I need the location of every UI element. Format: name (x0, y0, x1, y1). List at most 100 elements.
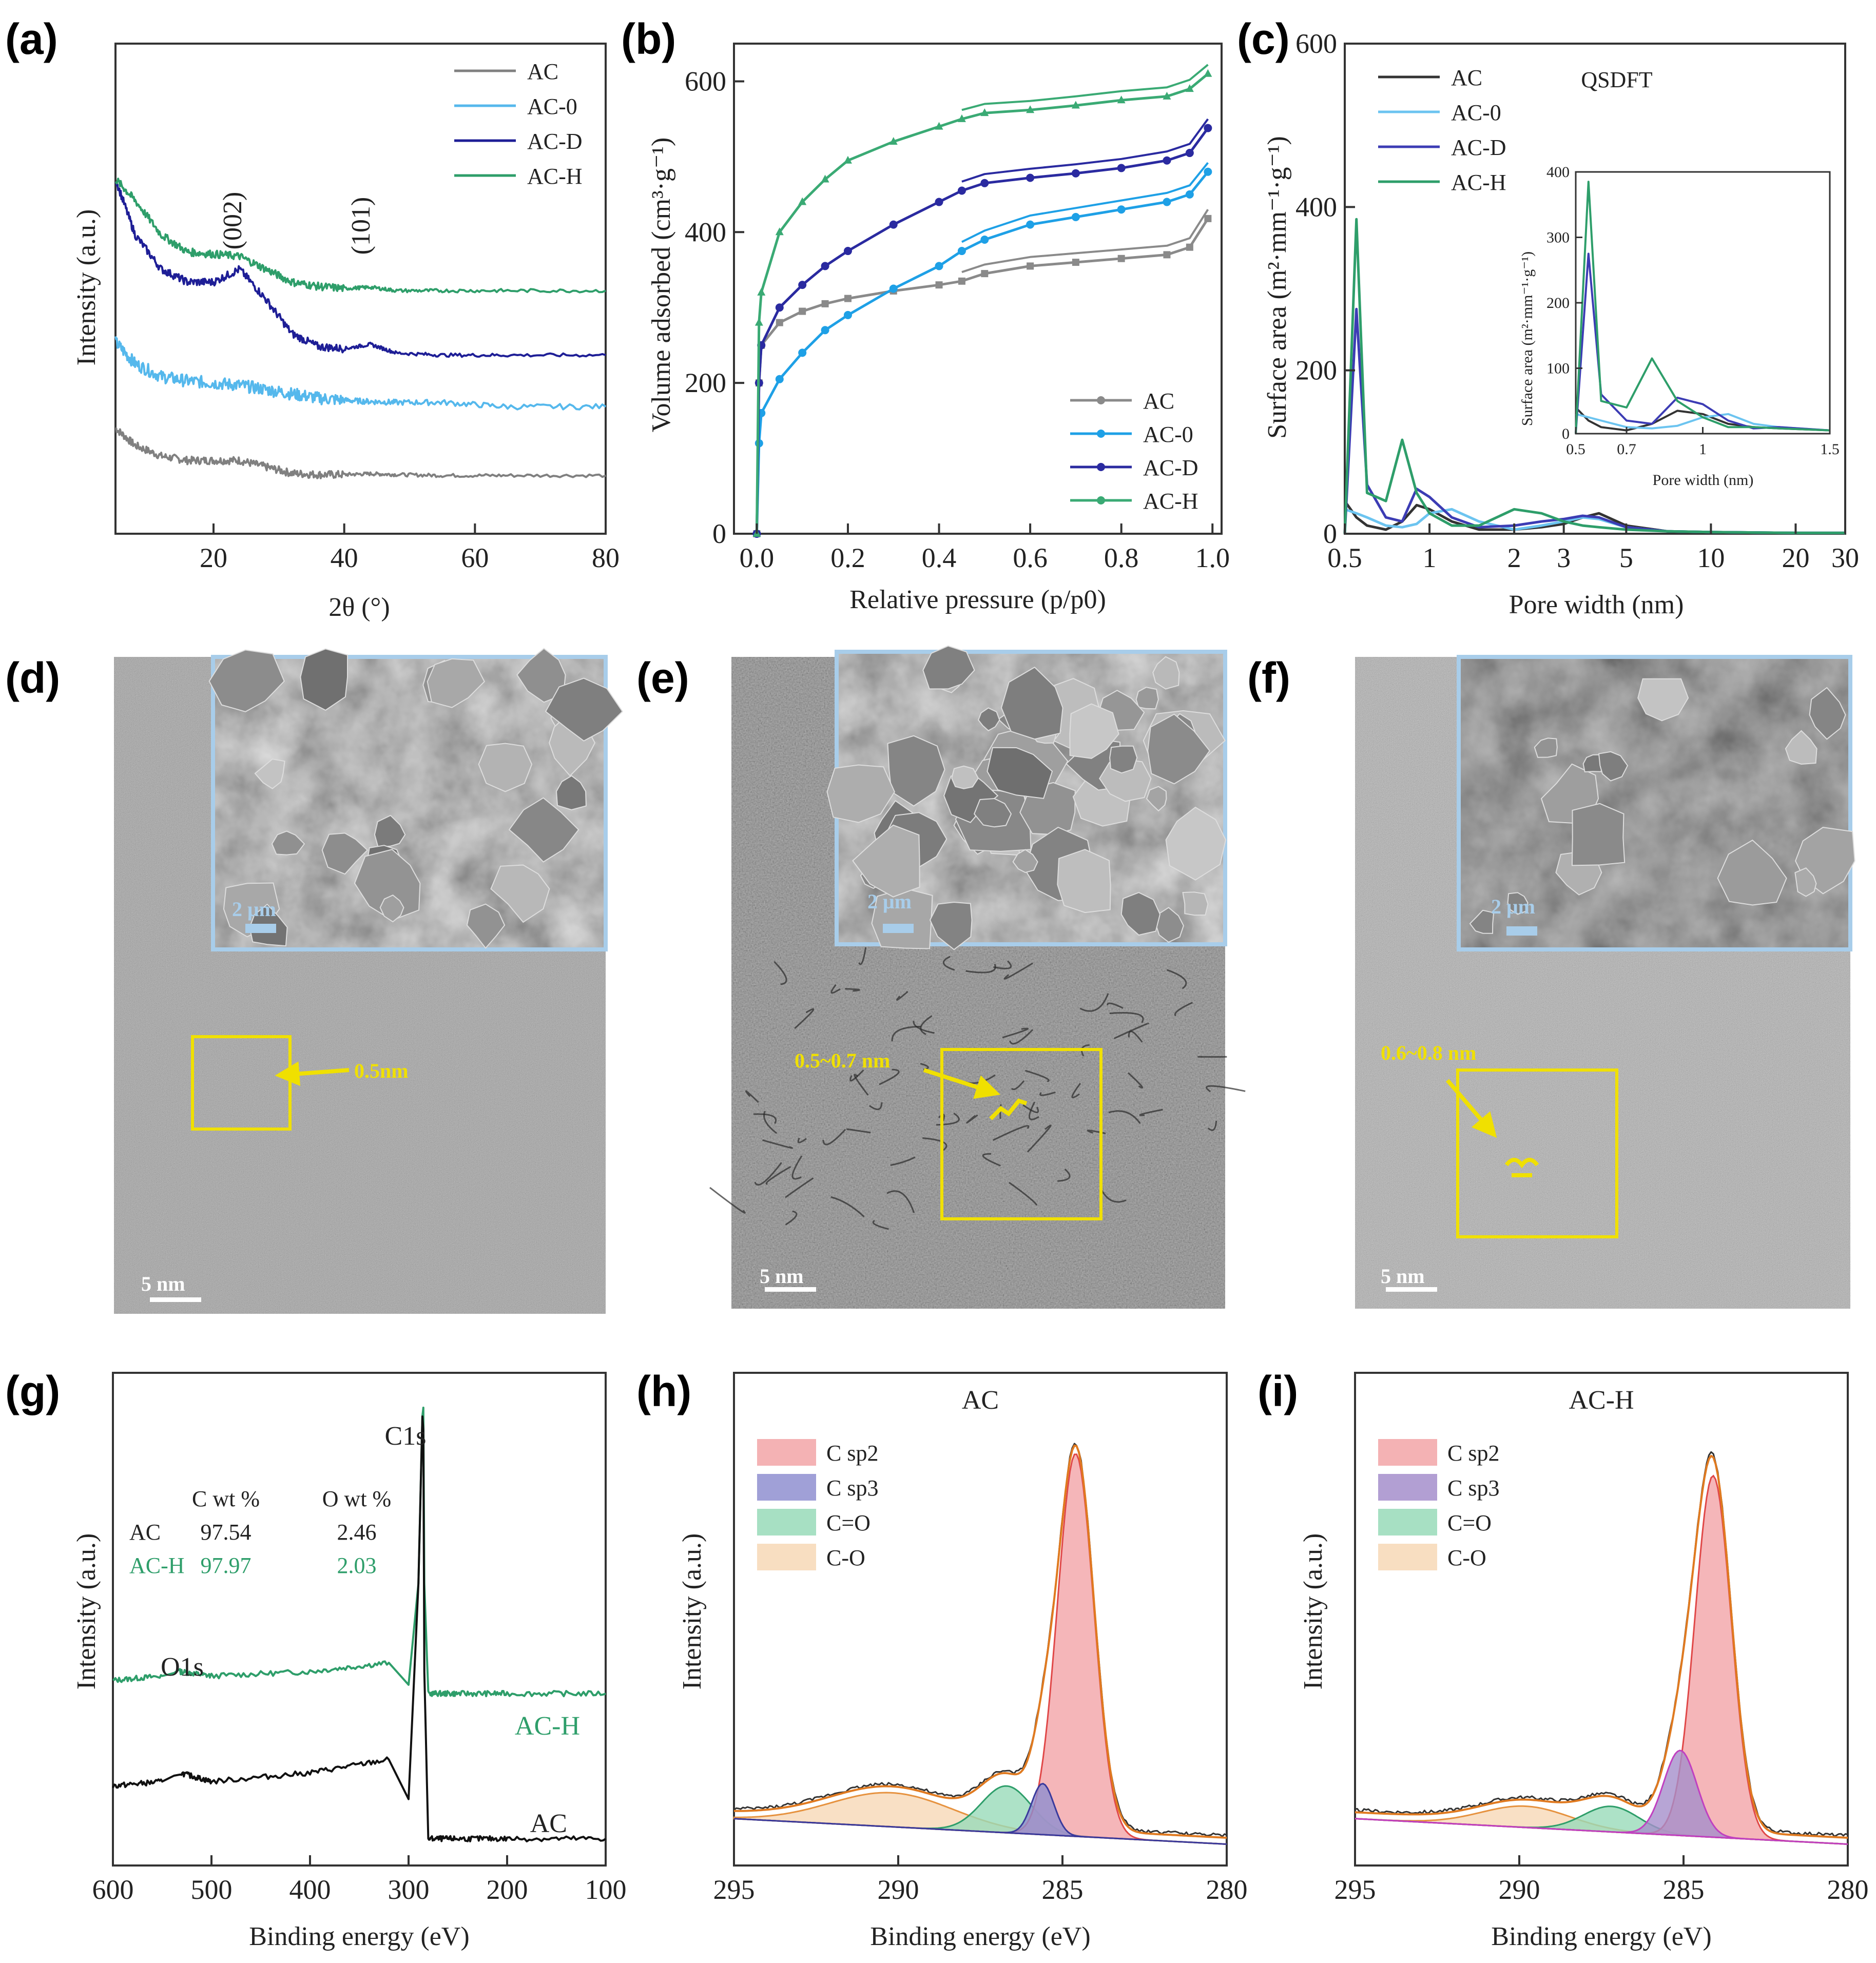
tem-scalebar-d (150, 1297, 201, 1302)
xtick-label-c-5: 10 (1697, 542, 1725, 573)
legend-b-marker-0 (1097, 396, 1105, 404)
panel-b: (b) 0.0 0.2 0.4 0.6 0.8 1.0 0 200 400 600 Relativ… (621, 15, 1230, 614)
tem-fringe (1002, 1027, 1029, 1039)
plot-frame-h (733, 1372, 1228, 1867)
point-AC-H-8 (935, 122, 943, 130)
tem-fringe (846, 1128, 871, 1134)
point-AC-D-7 (889, 220, 898, 229)
plot-frame-b (733, 43, 1223, 535)
xtick-label-a-0: 20 (200, 542, 227, 573)
component-C sp3 (733, 1782, 1227, 1845)
tem-fringe (890, 1156, 916, 1166)
xtick-label-h-1: 290 (878, 1874, 919, 1905)
sem-particle (271, 830, 305, 856)
tem-fringe (785, 1210, 798, 1226)
legend-h-label-1: C sp3 (826, 1475, 878, 1501)
point-AC-0-15 (1185, 190, 1194, 199)
panel-f: (f) 2 μm 0.6~0.8 nm 5 nm (1247, 654, 1855, 1309)
sem-particle (1000, 666, 1063, 740)
point-AC-11 (1027, 262, 1034, 270)
tem-fringe (1022, 1104, 1039, 1113)
sem-particle (1069, 703, 1119, 759)
sem-particle (1794, 867, 1817, 897)
series-group-h (733, 1443, 1227, 1845)
sem-particle (374, 814, 406, 848)
legend-b: AC AC-0 AC-D AC-H (1070, 388, 1198, 514)
point-AC-16 (1204, 215, 1212, 222)
title-i: AC-H (1569, 1386, 1634, 1415)
point-AC-0-10 (980, 236, 989, 244)
tem-fringe (849, 1070, 864, 1082)
sem-scale-label-f: 2 μm (1491, 895, 1535, 918)
point-AC-0-16 (1204, 167, 1212, 176)
series-group-a (114, 178, 607, 479)
inset-xtick-label-2: 1 (1699, 441, 1707, 458)
sem-scalebar-f (1506, 926, 1537, 936)
inset-xtick-label-0: 0.5 (1566, 441, 1585, 458)
sem-particle (887, 735, 945, 807)
tem-fringe (773, 961, 787, 985)
sem-particle (490, 864, 550, 923)
ytick-label-c-0: 0 (1323, 518, 1337, 549)
tem-fringe (763, 1111, 778, 1134)
tem-fringe (1057, 1169, 1071, 1182)
table-row-ach-c: 97.97 (201, 1553, 252, 1578)
point-AC-H-4 (798, 197, 807, 205)
plot-frame-a (114, 43, 607, 535)
xtick-label-c-2: 2 (1507, 542, 1521, 573)
ylabel-b: Volume adsorbed (cm³·g⁻¹) (647, 138, 676, 433)
series-line-AC-D (114, 181, 606, 358)
legend-i: C sp2 C sp3 C=O C-O (1378, 1439, 1499, 1570)
panel-h: (h) 295 290 285 280 AC Binding energy (eV) … (636, 1367, 1248, 1951)
tem-fringe (822, 1129, 846, 1145)
sem-particle (1507, 892, 1529, 915)
table-row-ac-c: 97.54 (201, 1520, 252, 1545)
legend-h-swatch-1 (757, 1474, 816, 1501)
sem-particle (555, 775, 587, 810)
tem-fringe (858, 947, 867, 965)
tem-fringe (872, 1220, 889, 1230)
xtick-label-c-3: 3 (1557, 542, 1571, 573)
sem-particle (978, 707, 1000, 732)
raw-data-line (1355, 1451, 1848, 1837)
xtick-label-i-2: 285 (1663, 1874, 1705, 1905)
sem-particles-e (826, 645, 1227, 950)
xtick-label-g-2: 400 (289, 1874, 331, 1905)
legend-a-label-3: AC-H (527, 164, 583, 189)
ytick-label-b-3: 600 (685, 66, 726, 96)
point-AC-H-1 (755, 318, 763, 326)
tem-scalebar-e (765, 1287, 816, 1292)
point-AC-D-15 (1185, 149, 1194, 158)
inset-frame-c (1575, 171, 1831, 435)
peak-label-002: (002) (218, 192, 247, 250)
tem-fringe (1024, 1070, 1050, 1082)
sem-particle (1147, 713, 1210, 785)
tem-fringe (745, 1090, 759, 1103)
component-C sp3 (1355, 1750, 1848, 1845)
sem-particle (973, 798, 1012, 828)
tem-fringe (943, 956, 955, 971)
tem-fringe (753, 1113, 777, 1124)
tem-fringe (913, 1020, 935, 1034)
tem-scalebar-f (1386, 1287, 1437, 1292)
sem-particle (1469, 909, 1495, 934)
legend-c-label-2: AC-D (1451, 135, 1506, 160)
sem-particle (300, 648, 348, 711)
sem-scale-label-e: 2 μm (867, 890, 912, 913)
inset-line-AC-H (1575, 181, 1830, 434)
tem-fringe (1028, 1101, 1039, 1120)
sem-particle (545, 677, 623, 742)
series-line-AC (112, 1415, 607, 1842)
point-AC-D-13 (1117, 164, 1126, 172)
inset-xtick-label-3: 1.5 (1820, 441, 1840, 458)
sem-particle (871, 888, 933, 949)
tem-fringe (1107, 1002, 1124, 1009)
table-header-c: C wt % (192, 1486, 260, 1511)
ytick-label-c-2: 400 (1295, 191, 1337, 222)
sem-particle (254, 759, 285, 789)
xlabel-b: Relative pressure (p/p0) (849, 585, 1106, 614)
sem-particle (1109, 745, 1138, 774)
sem-particle (321, 832, 369, 875)
series-line-AC-H (112, 1406, 606, 1698)
